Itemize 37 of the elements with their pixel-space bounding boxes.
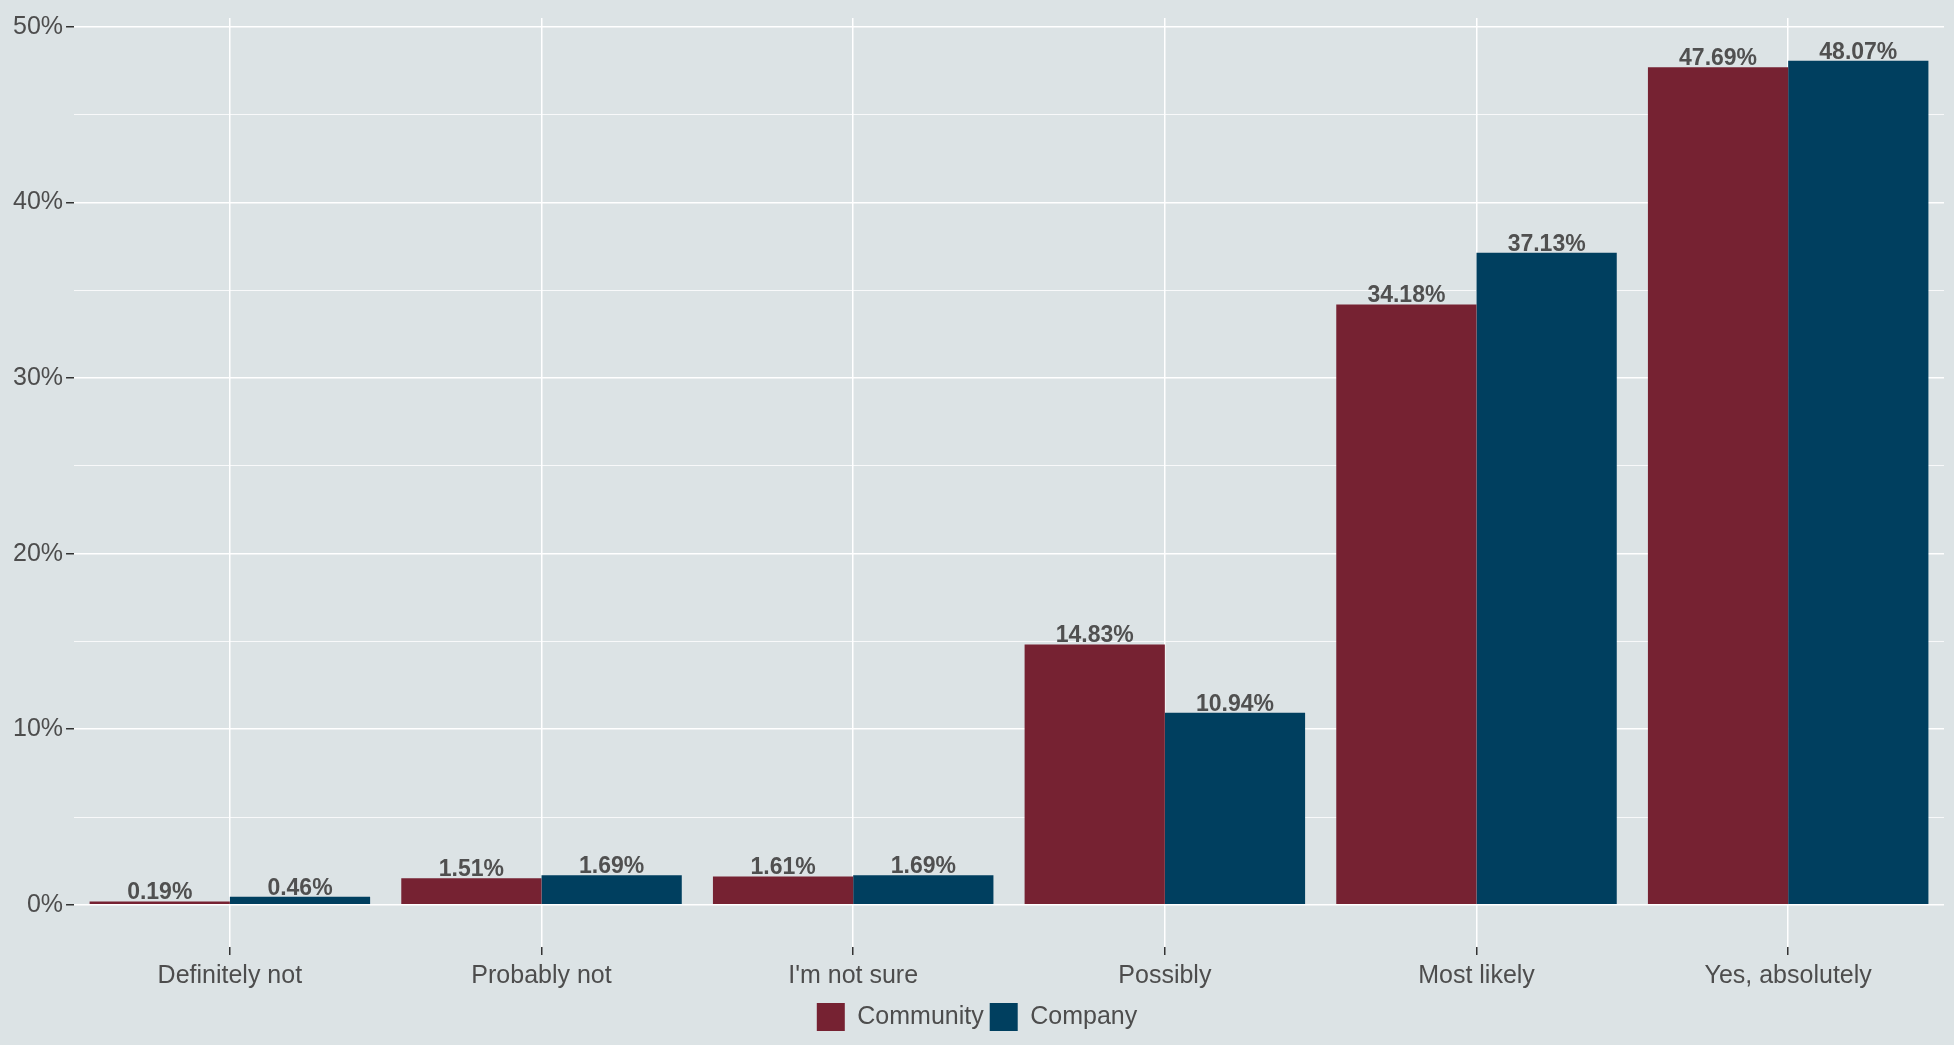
bar: [1788, 60, 1929, 905]
y-tick-label: 30%: [12, 361, 64, 390]
bar: [1024, 644, 1165, 905]
x-tick-label: Probably not: [471, 959, 612, 988]
data-label: 48.07%: [1819, 37, 1898, 64]
legend-label: Community: [857, 1000, 985, 1029]
bar: [229, 896, 371, 905]
data-label: 10.94%: [1195, 689, 1274, 716]
y-tick-label: 40%: [12, 186, 64, 215]
y-tick-label: 50%: [12, 10, 64, 39]
data-label: 47.69%: [1679, 44, 1758, 71]
data-label: 0.19%: [127, 878, 193, 905]
bar: [401, 878, 542, 905]
x-tick-label: Possibly: [1118, 959, 1212, 988]
data-label: 37.13%: [1507, 229, 1586, 256]
bar: [1336, 304, 1477, 905]
y-tick-label: 10%: [12, 713, 64, 742]
data-label: 0.46%: [267, 873, 333, 900]
bar: [1164, 712, 1306, 905]
bar: [1647, 67, 1789, 905]
data-label: 1.69%: [579, 852, 645, 879]
data-label: 14.83%: [1055, 621, 1134, 648]
legend-label: Company: [1030, 1000, 1138, 1029]
data-label: 1.51%: [438, 855, 505, 882]
y-tick-label: 20%: [12, 537, 64, 566]
x-tick-label: Most likely: [1418, 959, 1536, 988]
x-tick-label: Yes, absolutely: [1704, 959, 1873, 988]
data-label: 1.61%: [750, 853, 816, 880]
bar: [541, 875, 682, 905]
x-tick-label: I'm not sure: [788, 959, 919, 988]
bar: [1476, 252, 1617, 905]
bar: [712, 876, 854, 905]
y-tick-label: 0%: [26, 888, 64, 917]
data-label: 1.69%: [890, 852, 956, 879]
data-label: 34.18%: [1367, 281, 1446, 308]
x-tick-label: Definitely not: [157, 959, 303, 988]
bar: [853, 875, 994, 905]
